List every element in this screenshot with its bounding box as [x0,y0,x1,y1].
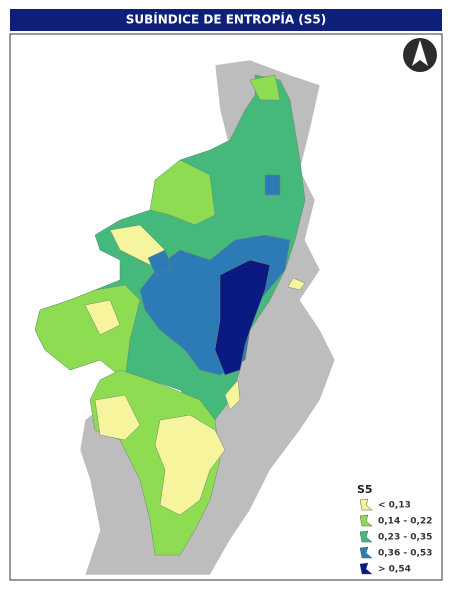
region [147,249,173,276]
region [84,299,121,336]
title-bar [10,9,442,31]
region [264,174,281,196]
region [224,379,241,411]
legend-label: 0,36 - 0,53 [378,549,432,559]
region [94,394,141,441]
title: SUBÍNDICE DE ENTROPÍA (S5) [126,12,327,27]
legend-label: > 0,54 [378,565,411,575]
legend: S5 < 0,13 0,14 - 0,22 0,23 - 0,35 0,36 - 0,… [357,483,432,575]
legend-title: S5 [357,483,373,496]
region [149,159,216,226]
map [34,59,336,576]
legend-label: 0,14 - 0,22 [378,517,432,527]
legend-label: 0,23 - 0,35 [378,533,432,543]
legend-swatch [359,562,373,575]
region [287,277,306,291]
region [214,259,271,376]
legend-swatch [359,514,373,527]
legend-swatch [359,530,373,543]
legend-label: < 0,13 [378,501,411,511]
legend-swatch [359,546,373,559]
legend-swatch [359,498,373,511]
north-arrow [403,38,437,72]
region [154,414,226,516]
localities [34,74,306,556]
region [249,74,281,101]
